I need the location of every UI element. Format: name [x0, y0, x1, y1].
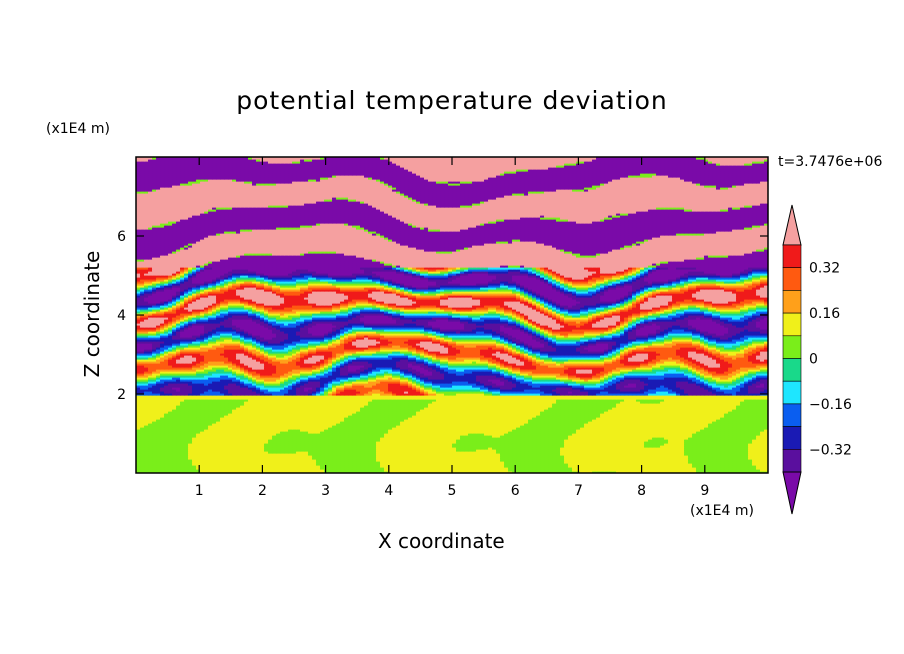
heatmap-chart: 123456789 246 0.320.160−0.16−0.32: [0, 0, 904, 654]
